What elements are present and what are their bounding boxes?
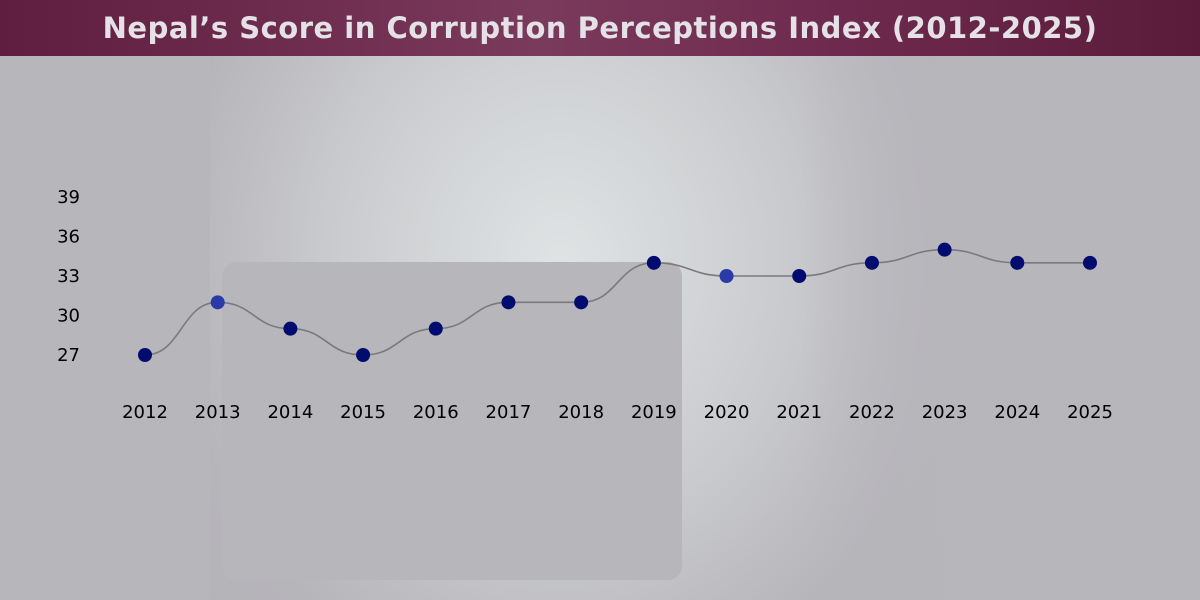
title-bar: Nepal’s Score in Corruption Perceptions … bbox=[0, 0, 1200, 56]
hand-silhouette-right bbox=[800, 56, 1200, 600]
x-tick-label: 2014 bbox=[267, 402, 313, 423]
data-point-2018 bbox=[574, 295, 589, 310]
briefcase-silhouette bbox=[222, 262, 682, 580]
series-line bbox=[144, 248, 1090, 356]
x-tick-label: 2023 bbox=[922, 402, 968, 423]
hand-silhouette bbox=[0, 56, 210, 600]
data-point-2024 bbox=[1010, 255, 1025, 270]
data-point-2014 bbox=[283, 321, 298, 336]
data-point-2020 bbox=[719, 269, 734, 283]
x-tick-label: 2015 bbox=[340, 402, 386, 423]
data-point-2015 bbox=[356, 348, 371, 362]
data-point-2023 bbox=[937, 242, 952, 257]
data-point-2021 bbox=[792, 269, 807, 283]
data-point-2013 bbox=[210, 295, 225, 310]
x-tick-label: 2012 bbox=[122, 402, 168, 423]
data-point-2022 bbox=[864, 255, 879, 270]
data-point-2012 bbox=[138, 348, 152, 362]
y-tick-label: 39 bbox=[57, 187, 80, 208]
x-tick-label: 2017 bbox=[486, 402, 532, 423]
y-tick-label: 30 bbox=[57, 306, 80, 327]
data-point-2017 bbox=[501, 295, 516, 310]
x-tick-label: 2024 bbox=[994, 402, 1040, 423]
x-tick-label: 2022 bbox=[849, 402, 895, 423]
data-point-2019 bbox=[646, 255, 661, 270]
x-tick-label: 2016 bbox=[413, 402, 459, 423]
data-point-2025 bbox=[1083, 255, 1097, 270]
x-tick-label: 2013 bbox=[195, 402, 241, 423]
x-tick-label: 2018 bbox=[558, 402, 604, 423]
x-tick-label: 2019 bbox=[631, 402, 677, 423]
y-tick-label: 36 bbox=[57, 227, 80, 248]
x-tick-label: 2021 bbox=[776, 402, 822, 423]
data-point-2016 bbox=[428, 321, 443, 336]
x-tick-label: 2025 bbox=[1067, 402, 1113, 423]
y-tick-label: 27 bbox=[57, 345, 80, 366]
x-tick-label: 2020 bbox=[704, 402, 750, 423]
y-tick-label: 33 bbox=[57, 266, 80, 287]
chart-title: Nepal’s Score in Corruption Perceptions … bbox=[102, 11, 1098, 45]
